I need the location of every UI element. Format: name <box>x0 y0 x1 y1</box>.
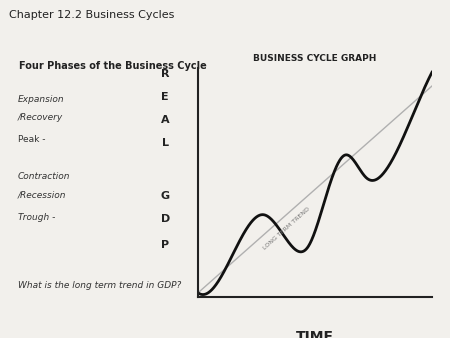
Text: Contraction: Contraction <box>18 172 71 182</box>
Text: TIME: TIME <box>296 330 334 338</box>
Text: E: E <box>162 93 169 102</box>
Text: P: P <box>161 240 169 249</box>
Text: A: A <box>161 116 170 125</box>
Text: Expansion: Expansion <box>18 95 65 104</box>
Text: Four Phases of the Business Cycle: Four Phases of the Business Cycle <box>18 61 207 71</box>
Text: Trough -: Trough - <box>18 213 55 222</box>
Text: /Recovery: /Recovery <box>18 113 63 122</box>
Text: LONG TERM TREND: LONG TERM TREND <box>263 206 311 251</box>
Title: BUSINESS CYCLE GRAPH: BUSINESS CYCLE GRAPH <box>253 54 377 63</box>
Text: What is the long term trend in GDP?: What is the long term trend in GDP? <box>18 281 181 290</box>
Text: D: D <box>161 214 170 224</box>
Text: G: G <box>161 191 170 201</box>
Text: Peak -: Peak - <box>18 135 45 144</box>
Text: /Recession: /Recession <box>18 191 67 200</box>
Text: Chapter 12.2 Business Cycles: Chapter 12.2 Business Cycles <box>9 10 175 20</box>
Text: R: R <box>161 70 170 79</box>
Text: L: L <box>162 139 169 148</box>
